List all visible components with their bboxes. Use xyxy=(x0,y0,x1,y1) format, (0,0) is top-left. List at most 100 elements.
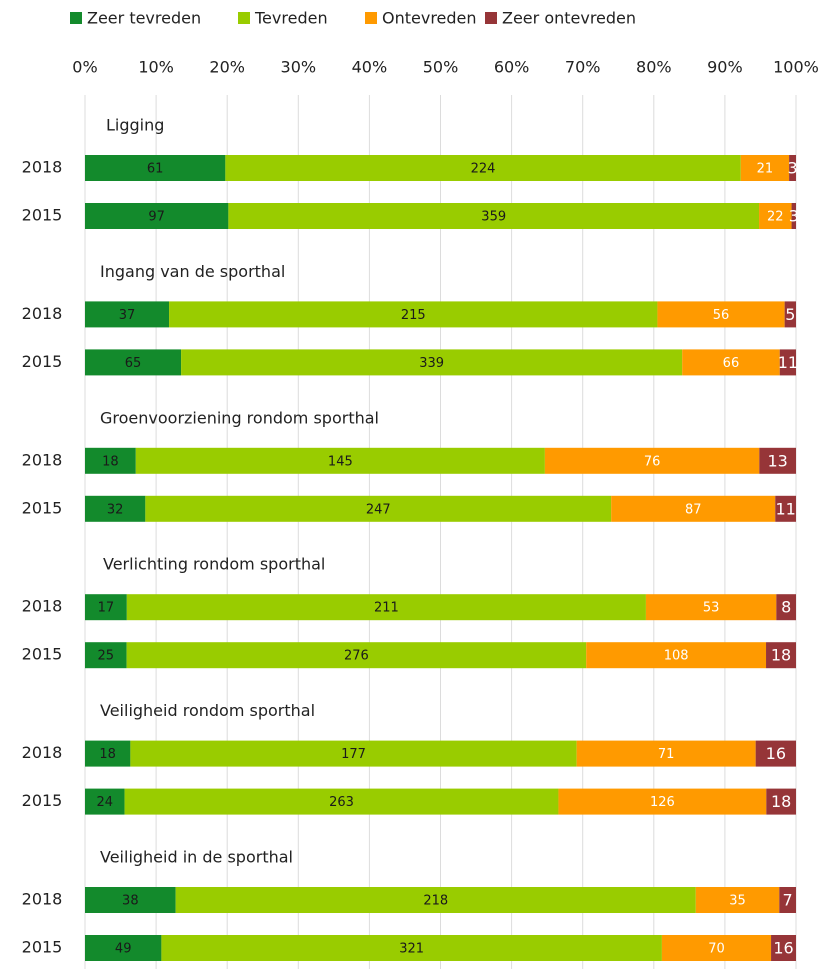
bar-segment xyxy=(85,788,125,815)
y-tick-label: 2015 xyxy=(22,938,63,957)
y-tick-label: 2018 xyxy=(22,890,63,909)
value-label: 108 xyxy=(664,649,689,664)
x-tick-label: 40% xyxy=(352,58,388,77)
legend-label: Ontevreden xyxy=(382,9,477,28)
bar-segment xyxy=(611,495,776,522)
value-label: 18 xyxy=(771,646,791,665)
y-tick-label: 2015 xyxy=(22,791,63,810)
value-label: 65 xyxy=(125,356,142,371)
bar-segment xyxy=(126,594,646,621)
value-label: 18 xyxy=(771,792,791,811)
bar-segment xyxy=(791,203,796,229)
group-label: Ligging xyxy=(106,116,164,135)
legend-swatch xyxy=(365,12,377,24)
y-tick-label: 2015 xyxy=(22,206,63,225)
bar-segment xyxy=(85,155,226,181)
x-tick-label: 90% xyxy=(707,58,743,77)
x-tick-label: 50% xyxy=(423,58,459,77)
y-tick-label: 2018 xyxy=(22,450,63,469)
value-label: 18 xyxy=(102,454,119,469)
x-tick-label: 30% xyxy=(281,58,317,77)
bar-segment xyxy=(759,203,792,229)
value-label: 263 xyxy=(329,795,354,810)
bar-segment xyxy=(755,740,796,767)
bar-segment xyxy=(85,935,162,961)
y-tick-label: 2018 xyxy=(22,304,63,323)
bar-segment xyxy=(228,203,760,229)
bar-segment xyxy=(771,935,796,961)
y-tick-label: 2015 xyxy=(22,498,63,517)
value-label: 11 xyxy=(775,499,795,518)
value-label: 76 xyxy=(644,454,661,469)
x-tick-label: 100% xyxy=(773,58,819,77)
value-label: 66 xyxy=(723,356,740,371)
bar-segment xyxy=(85,740,131,767)
bar-segment xyxy=(789,155,796,181)
value-label: 339 xyxy=(419,356,444,371)
value-label: 71 xyxy=(658,747,675,762)
legend-label: Tevreden xyxy=(254,9,328,28)
bar-segment xyxy=(779,349,796,376)
bar-segment xyxy=(85,447,136,474)
value-label: 3 xyxy=(787,159,797,178)
value-label: 177 xyxy=(341,747,366,762)
value-label: 37 xyxy=(119,308,136,323)
value-label: 25 xyxy=(98,649,115,664)
value-label: 224 xyxy=(471,162,496,177)
y-tick-label: 2018 xyxy=(22,597,63,616)
value-label: 38 xyxy=(122,894,139,909)
value-label: 276 xyxy=(344,649,369,664)
bar-segment xyxy=(126,642,587,669)
bar-segment xyxy=(586,642,767,669)
y-tick-label: 2015 xyxy=(22,645,63,664)
bar-segment xyxy=(766,788,796,815)
bar-segment xyxy=(85,203,229,229)
bar-segment xyxy=(145,495,612,522)
bar-segment xyxy=(85,495,146,522)
x-tick-label: 20% xyxy=(209,58,245,77)
value-label: 126 xyxy=(650,795,675,810)
value-label: 11 xyxy=(778,353,798,372)
value-label: 35 xyxy=(729,894,746,909)
bar-segment xyxy=(175,887,696,913)
value-label: 97 xyxy=(148,210,165,225)
legend-label: Zeer tevreden xyxy=(87,9,201,28)
bar-segment xyxy=(225,155,741,181)
bar-segment xyxy=(544,447,760,474)
value-label: 218 xyxy=(423,894,448,909)
bar-segment xyxy=(130,740,577,767)
group-label: Veiligheid rondom sporthal xyxy=(100,701,315,720)
value-label: 3 xyxy=(789,207,799,226)
value-label: 70 xyxy=(708,942,725,957)
bar-segment xyxy=(779,887,796,913)
value-label: 5 xyxy=(785,305,795,324)
value-label: 53 xyxy=(703,601,720,616)
value-label: 215 xyxy=(401,308,426,323)
value-label: 145 xyxy=(328,454,353,469)
value-label: 211 xyxy=(374,601,399,616)
bar-segment xyxy=(759,447,796,474)
value-label: 16 xyxy=(766,744,786,763)
bar-segment xyxy=(85,301,170,328)
value-label: 321 xyxy=(399,942,424,957)
x-tick-label: 70% xyxy=(565,58,601,77)
bar-segment xyxy=(784,301,796,328)
bar-segment xyxy=(657,301,785,328)
bar-segment xyxy=(776,594,796,621)
y-tick-label: 2018 xyxy=(22,158,63,177)
bar-segment xyxy=(740,155,790,181)
bar-segment xyxy=(85,349,182,376)
bar-segment xyxy=(124,788,559,815)
legend-swatch xyxy=(238,12,250,24)
legend-label: Zeer ontevreden xyxy=(502,9,636,28)
bar-segment xyxy=(85,594,127,621)
y-tick-label: 2015 xyxy=(22,352,63,371)
group-label: Ingang van de sporthal xyxy=(100,262,285,281)
value-label: 8 xyxy=(781,598,791,617)
group-label: Veiligheid in de sporthal xyxy=(100,848,293,867)
bar-segment xyxy=(766,642,796,669)
legend-swatch xyxy=(485,12,497,24)
value-label: 24 xyxy=(97,795,114,810)
bar-segment xyxy=(682,349,780,376)
